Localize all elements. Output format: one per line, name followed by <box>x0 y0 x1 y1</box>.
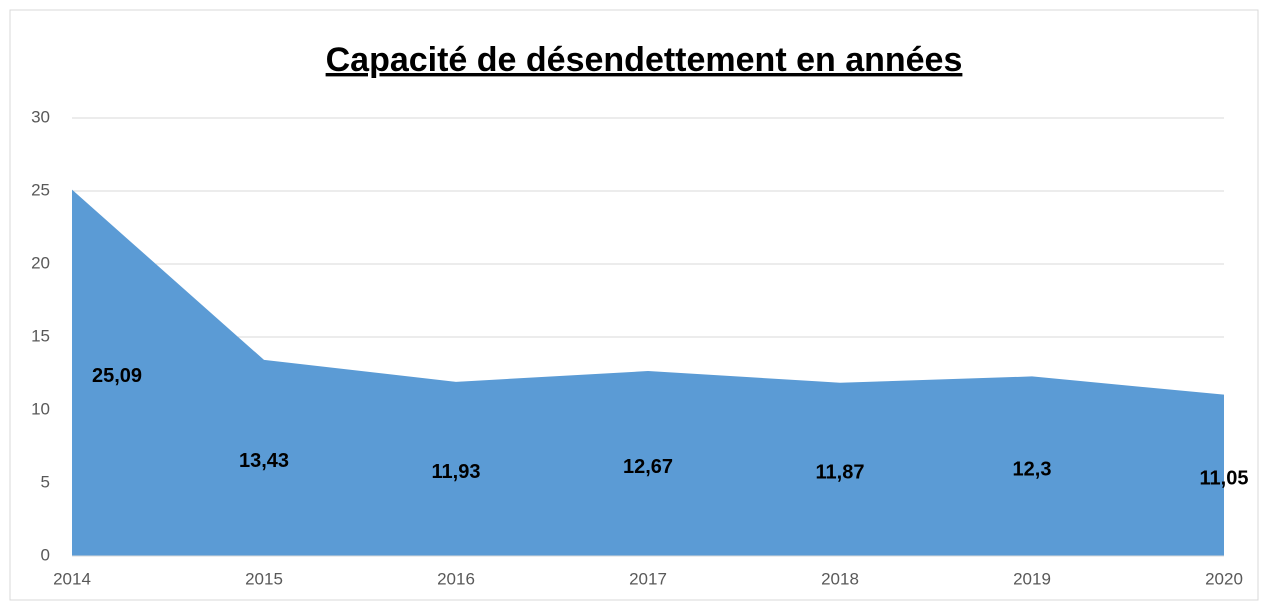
y-tick-label: 0 <box>41 545 50 564</box>
y-tick-label: 10 <box>31 399 50 418</box>
x-tick-label: 2019 <box>1013 569 1051 588</box>
data-label: 25,09 <box>92 365 142 387</box>
x-tick-label: 2020 <box>1205 569 1243 588</box>
y-tick-label: 20 <box>31 253 50 272</box>
chart-title: Capacité de désendettement en années <box>326 41 963 79</box>
data-label: 11,05 <box>1200 468 1249 490</box>
area <box>72 189 1224 556</box>
x-tick-label: 2015 <box>245 569 283 588</box>
x-tick-label: 2017 <box>629 569 667 588</box>
data-label: 12,3 <box>1013 458 1052 480</box>
x-tick-label: 2014 <box>53 569 91 588</box>
y-tick-label: 30 <box>31 107 50 126</box>
data-label: 13,43 <box>239 450 289 472</box>
y-tick-label: 15 <box>31 326 50 345</box>
x-tick-label: 2018 <box>821 569 859 588</box>
y-tick-label: 5 <box>41 472 50 491</box>
y-tick-label: 25 <box>31 180 50 199</box>
data-label: 11,93 <box>432 461 481 483</box>
x-tick-label: 2016 <box>437 569 475 588</box>
data-label: 11,87 <box>816 462 865 484</box>
data-label: 12,67 <box>623 456 673 478</box>
